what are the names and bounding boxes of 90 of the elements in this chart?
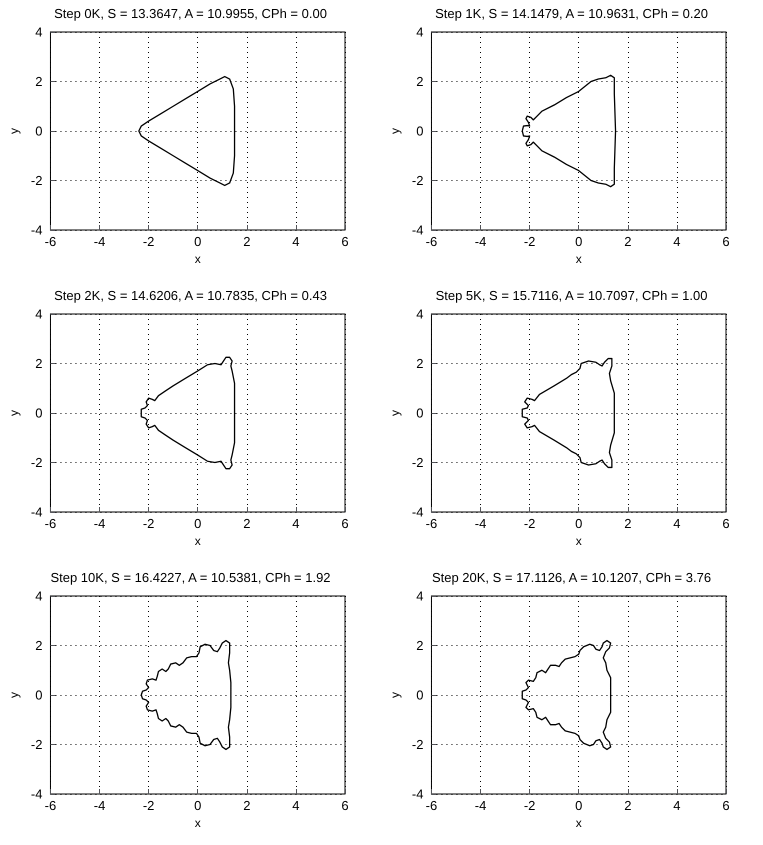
x-tick-label: 4 xyxy=(292,516,300,531)
x-tick-label: 4 xyxy=(673,516,681,531)
x-tick-label: 6 xyxy=(722,516,730,531)
y-tick-label: -4 xyxy=(30,786,42,802)
y-tick-label: 4 xyxy=(35,24,42,40)
y-tick-label: -2 xyxy=(412,173,424,188)
x-tick-label: -2 xyxy=(142,516,154,531)
x-axis-title: x xyxy=(194,252,201,266)
y-tick-label: 0 xyxy=(416,688,424,702)
y-tick-label: 4 xyxy=(416,24,424,40)
chart-title: Step 1K, S = 14.1479, A = 10.9631, CPh = 0.20 xyxy=(435,6,708,21)
x-axis-title: x xyxy=(576,816,582,830)
x-tick-label: 2 xyxy=(624,234,632,249)
x-axis-title: x xyxy=(576,534,582,548)
x-tick-label: -4 xyxy=(474,234,486,249)
y-tick-label: 4 xyxy=(35,306,42,322)
x-tick-label: -2 xyxy=(142,234,154,249)
x-tick-label: 6 xyxy=(341,234,349,249)
x-tick-label: -2 xyxy=(142,798,154,813)
y-tick-label: 4 xyxy=(416,306,424,322)
x-tick-label: -6 xyxy=(426,516,438,531)
chart-title: Step 5K, S = 15.7116, A = 10.7097, CPh = 1.00 xyxy=(436,288,708,303)
y-tick-label: -2 xyxy=(30,173,42,188)
x-tick-label: -2 xyxy=(524,798,536,813)
x-axis-title: x xyxy=(194,534,201,548)
y-tick-label: -4 xyxy=(412,786,424,802)
chart-title: Step 10K, S = 16.4227, A = 10.5381, CPh = 1.92 xyxy=(50,570,331,585)
x-tick-label: -4 xyxy=(94,798,106,813)
x-tick-label: -2 xyxy=(524,234,536,249)
x-tick-label: -4 xyxy=(474,798,486,813)
x-tick-label: 0 xyxy=(575,798,582,813)
x-tick-label: -4 xyxy=(94,516,106,531)
x-tick-label: 2 xyxy=(624,516,632,531)
y-tick-label: -2 xyxy=(412,455,424,470)
y-tick-label: 2 xyxy=(416,356,424,371)
y-tick-label: 4 xyxy=(416,588,424,604)
y-tick-label: -4 xyxy=(412,504,424,520)
x-tick-label: 4 xyxy=(292,234,300,249)
x-tick-label: 6 xyxy=(341,798,349,813)
x-tick-label: 4 xyxy=(673,234,681,249)
x-tick-label: 4 xyxy=(673,798,681,813)
chart-title: Step 20K, S = 17.1126, A = 10.1207, CPh = 3.76 xyxy=(432,570,712,585)
x-tick-label: -4 xyxy=(94,234,106,249)
y-axis-title: y xyxy=(7,128,21,134)
x-tick-label: 0 xyxy=(194,798,202,813)
x-tick-label: 0 xyxy=(575,234,582,249)
x-tick-label: 2 xyxy=(243,516,250,531)
y-tick-label: 0 xyxy=(416,124,424,138)
y-tick-label: 0 xyxy=(35,124,42,138)
x-tick-label: 0 xyxy=(575,516,582,531)
x-tick-label: -6 xyxy=(44,234,56,249)
y-axis-title: y xyxy=(388,410,402,416)
x-tick-label: 4 xyxy=(292,798,300,813)
x-tick-label: -6 xyxy=(44,798,56,813)
x-tick-label: -6 xyxy=(426,798,438,813)
x-tick-label: -6 xyxy=(44,516,56,531)
y-tick-label: 0 xyxy=(35,688,42,702)
x-tick-label: 6 xyxy=(341,516,349,531)
y-tick-label: 2 xyxy=(416,74,424,89)
y-tick-label: 4 xyxy=(35,588,42,604)
y-axis-title: y xyxy=(388,128,402,134)
chart-title: Step 0K, S = 13.3647, A = 10.9955, CPh = 0.00 xyxy=(54,6,327,21)
x-tick-label: -6 xyxy=(426,234,438,249)
x-tick-label: 2 xyxy=(624,798,632,813)
y-tick-label: 0 xyxy=(416,406,424,420)
y-tick-label: -2 xyxy=(412,737,424,752)
y-tick-label: 2 xyxy=(35,356,42,371)
x-tick-label: -2 xyxy=(524,516,536,531)
y-tick-label: 2 xyxy=(35,74,42,89)
x-tick-label: 2 xyxy=(243,234,250,249)
x-tick-label: 6 xyxy=(722,798,730,813)
y-tick-label: -4 xyxy=(30,504,42,520)
y-axis-title: y xyxy=(7,410,21,416)
x-tick-label: 6 xyxy=(722,234,730,249)
y-tick-label: -4 xyxy=(412,222,424,238)
y-tick-label: -4 xyxy=(30,222,42,238)
y-axis-title: y xyxy=(7,692,21,698)
y-tick-label: 2 xyxy=(416,638,424,653)
y-tick-label: 0 xyxy=(35,406,42,420)
x-tick-label: 2 xyxy=(243,798,250,813)
x-tick-label: -4 xyxy=(474,516,486,531)
x-axis-title: x xyxy=(576,252,582,266)
y-tick-label: -2 xyxy=(30,737,42,752)
chart-title: Step 2K, S = 14.6206, A = 10.7835, CPh = 0.43 xyxy=(54,288,327,303)
x-tick-label: 0 xyxy=(194,234,202,249)
x-tick-label: 0 xyxy=(194,516,202,531)
y-axis-title: y xyxy=(388,692,402,698)
y-tick-label: -2 xyxy=(30,455,42,470)
y-tick-label: 2 xyxy=(35,638,42,653)
x-axis-title: x xyxy=(194,816,201,830)
